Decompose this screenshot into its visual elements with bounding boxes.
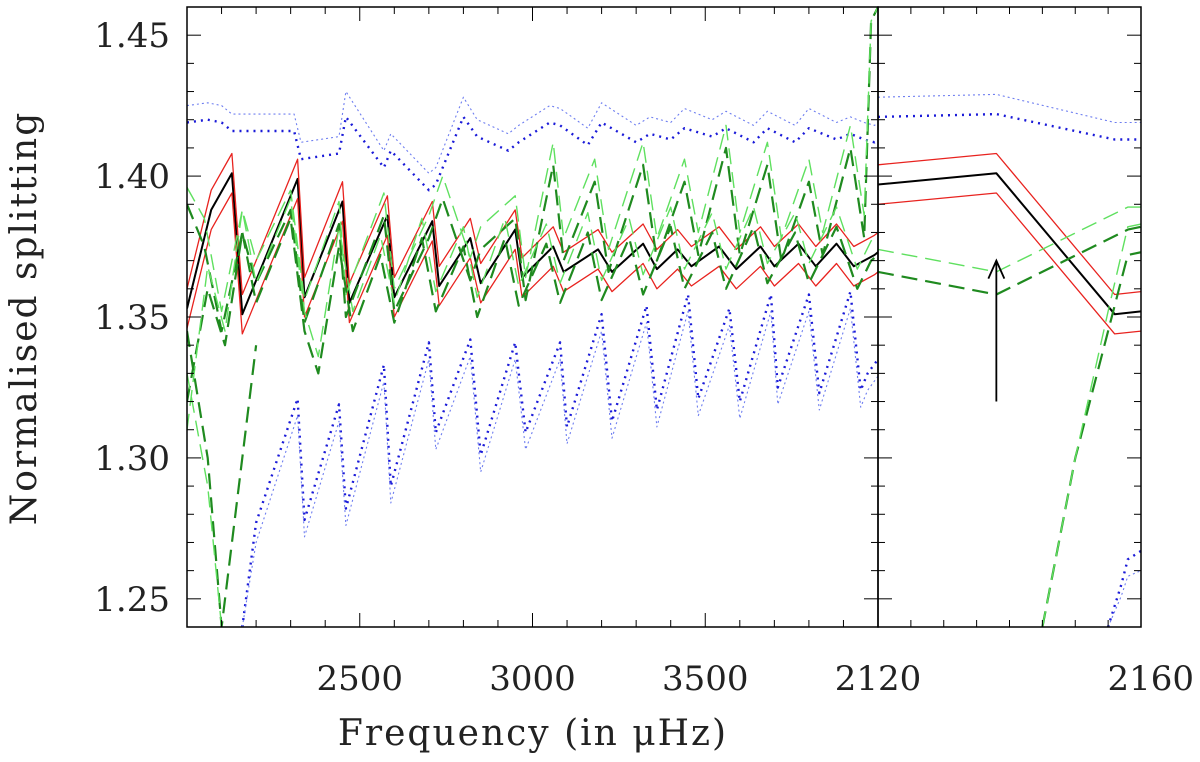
main-x-tick-label: 2500 — [316, 659, 403, 699]
main-series-line-lightblue-dotted-6 — [241, 307, 878, 627]
main-series-line-lightgreen-dashed-12 — [187, 373, 223, 627]
y-tick-label: 1.45 — [94, 16, 170, 56]
main-x-tick-label: 3500 — [662, 659, 749, 699]
inset-series-line-red-1 — [878, 152, 1141, 296]
y-tick-label: 1.35 — [94, 298, 170, 338]
main-series-line-lightgreen-dashed-8 — [187, 7, 878, 313]
inset-series-line-lightblue-dotted-10 — [1107, 570, 1141, 627]
inset-series-line-lightgreen-dashed-6 — [878, 206, 1141, 273]
main-series-line-green-dashed-11 — [187, 330, 258, 627]
axis-ticks — [186, 6, 1142, 628]
main-series-line-red-1 — [187, 152, 878, 296]
main-panel-frame — [186, 6, 879, 628]
inset-series-line-lightblue-dotted-4 — [878, 93, 1141, 124]
y-tick-label: 1.30 — [94, 439, 170, 479]
inset-series-line-lightgreen-dashed-8 — [1041, 223, 1141, 627]
x-axis-label: Frequency (in μHz) — [338, 713, 728, 754]
y-tick-label: 1.25 — [94, 580, 170, 620]
y-axis-label: Normalised splitting — [4, 111, 45, 526]
main-series-line-black-0 — [187, 172, 878, 316]
inset-series-line-blue-dotted-9 — [1106, 549, 1141, 627]
inset-series-line-green-dashed-7 — [1041, 251, 1141, 627]
main-x-tick-label: 3000 — [489, 659, 576, 699]
main-series-line-lightgreen-dashed-10 — [187, 197, 878, 430]
inset-series-line-green-dashed-5 — [878, 225, 1141, 296]
main-series-line-blue-dotted-3 — [187, 115, 878, 192]
main-series-line-lightblue-dotted-4 — [187, 90, 878, 174]
tick-labels: 2500 3000 3500 2120 2160 1.25 1.30 1.35 1.40 1.45 — [94, 16, 1194, 699]
main-series-line-green-dashed-7 — [187, 7, 878, 333]
inset-panel-series — [878, 93, 1141, 627]
main-series-line-blue-dotted-5 — [241, 290, 878, 627]
inset-series-line-black-0 — [878, 172, 1141, 316]
main-panel-series — [187, 7, 878, 627]
y-tick-label: 1.40 — [94, 157, 170, 197]
inset-series-line-red-2 — [878, 192, 1141, 335]
main-series-line-green-dashed-9 — [187, 217, 878, 402]
inset-panel-frame — [877, 6, 1142, 628]
annotations — [987, 258, 1006, 402]
inset-series-line-blue-dotted-3 — [878, 112, 1141, 141]
inset-x-tick-label: 2120 — [835, 659, 922, 699]
annotation-arrow-head — [987, 258, 1006, 280]
panel-frames — [186, 6, 1142, 628]
inset-x-tick-label: 2160 — [1107, 659, 1194, 699]
